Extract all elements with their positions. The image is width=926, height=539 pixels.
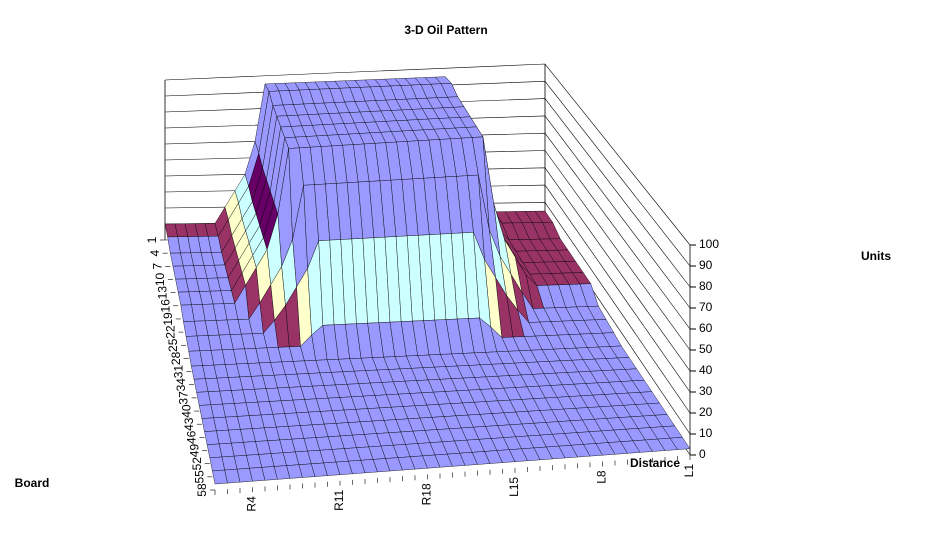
z-tick-label: 90 — [699, 258, 713, 272]
board-label: 46 — [185, 430, 199, 444]
z-tick-label: 70 — [699, 300, 713, 314]
board-label: 25 — [166, 338, 180, 352]
distance-label: R11 — [332, 489, 346, 510]
board-label: 43 — [182, 417, 196, 431]
board-label: 10 — [153, 272, 167, 286]
distance-label: L1 — [682, 464, 696, 478]
board-label: 22 — [164, 325, 178, 339]
z-tick-label: 30 — [699, 384, 713, 398]
board-label: 34 — [174, 378, 188, 392]
z-axis-title: Units — [861, 249, 891, 263]
board-label: 4 — [148, 250, 162, 257]
distance-label: L8 — [595, 470, 609, 484]
board-label: 55 — [193, 470, 207, 484]
z-tick-label: 80 — [699, 279, 713, 293]
surface-cell — [447, 453, 466, 467]
z-tick-label: 50 — [699, 342, 713, 356]
distance-label: L15 — [507, 477, 521, 497]
z-tick-label: 60 — [699, 321, 713, 335]
distance-label: R18 — [420, 483, 434, 505]
z-tick-label: 40 — [699, 363, 713, 377]
board-label: 37 — [177, 391, 191, 405]
board-label: 31 — [171, 365, 185, 379]
distance-axis-title: Distance — [630, 456, 680, 470]
chart-title: 3-D Oil Pattern — [404, 23, 487, 37]
z-tick-label: 20 — [699, 405, 713, 419]
board-label: 16 — [158, 299, 172, 313]
board-label: 13 — [156, 286, 170, 300]
z-tick-label: 0 — [699, 447, 706, 461]
z-tick-label: 100 — [699, 237, 719, 251]
board-label: 28 — [169, 351, 183, 365]
z-tick-label: 10 — [699, 426, 713, 440]
board-label: 52 — [190, 457, 204, 471]
distance-label: R4 — [245, 496, 259, 512]
board-axis-title: Board — [15, 476, 50, 490]
board-label: 49 — [187, 444, 201, 458]
board-label: 58 — [195, 483, 209, 497]
board-label: 7 — [150, 263, 164, 270]
board-label: 1 — [145, 236, 159, 243]
board-label: 40 — [179, 404, 193, 418]
board-label: 19 — [161, 312, 175, 326]
